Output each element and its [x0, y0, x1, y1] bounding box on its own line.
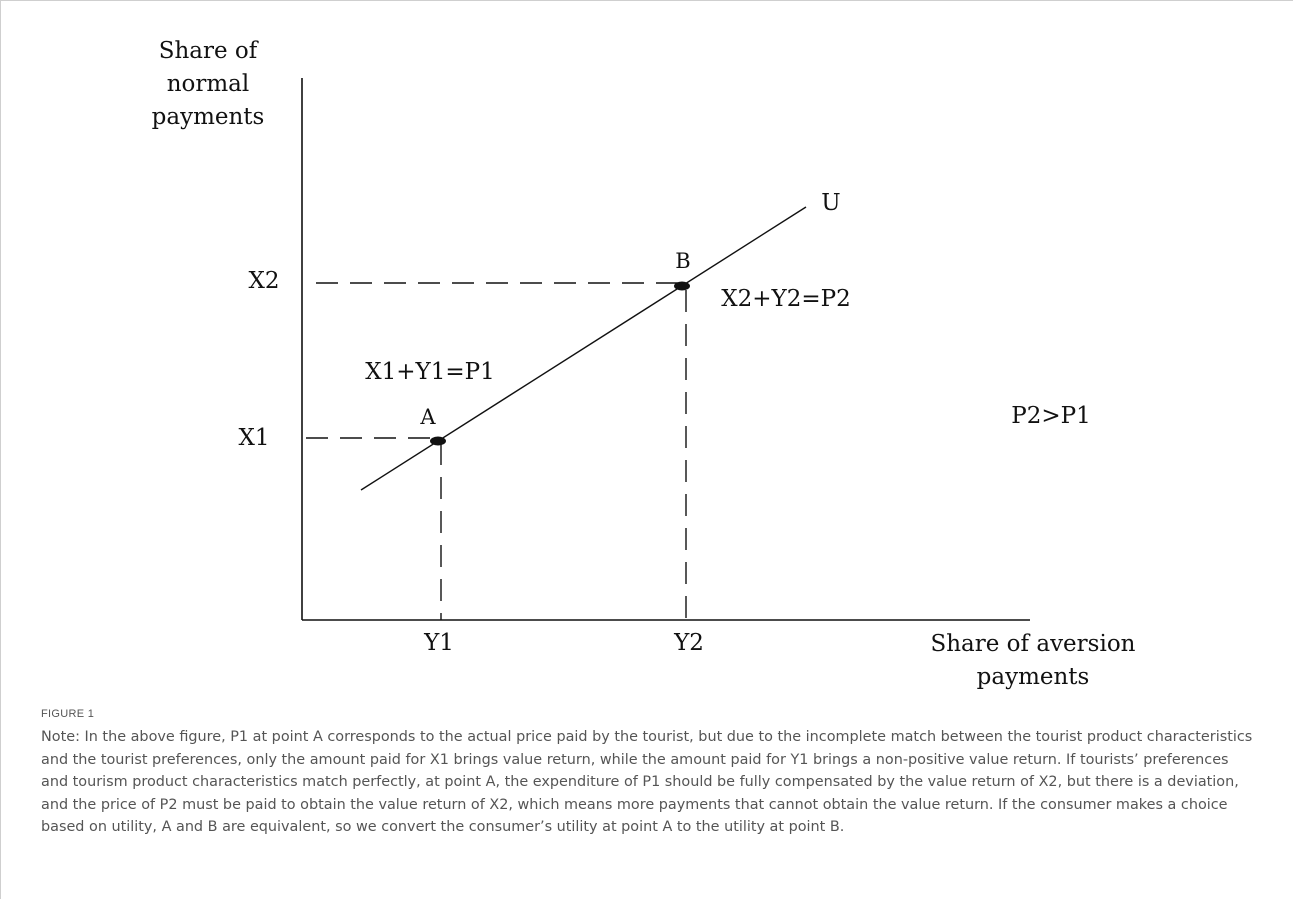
y-axis-label-line-1: Share of	[159, 38, 259, 64]
figure-caption: FIGURE 1 Note: In the above figure, P1 a…	[41, 708, 1256, 839]
utility-diagram: Share of normal payments X2 X1 Y1 Y2 Sha…	[152, 38, 1136, 690]
point-b-marker	[674, 281, 690, 291]
x-tick-y2: Y2	[673, 630, 704, 656]
point-label-a: A	[419, 405, 436, 429]
curve-label-u: U	[821, 190, 840, 216]
point-label-b: B	[675, 249, 690, 273]
figure-note: Note: In the above figure, P1 at point A…	[41, 729, 1253, 835]
y-tick-x2: X2	[248, 268, 279, 294]
x-axis-label-line-2: payments	[977, 664, 1090, 690]
equation-point-a: X1+Y1=P1	[365, 359, 494, 385]
x-tick-y1: Y1	[423, 630, 454, 656]
x-axis-label-line-1: Share of aversion	[930, 631, 1135, 657]
point-a-marker	[430, 436, 446, 446]
inequality-label: P2>P1	[1011, 403, 1091, 429]
y-tick-x1: X1	[238, 425, 269, 451]
equation-point-b: X2+Y2=P2	[721, 286, 850, 312]
figure-number: FIGURE 1	[41, 708, 95, 720]
utility-line	[360, 206, 807, 491]
y-axis-label-line-2: normal	[167, 71, 250, 97]
y-axis-label-line-3: payments	[152, 104, 265, 130]
